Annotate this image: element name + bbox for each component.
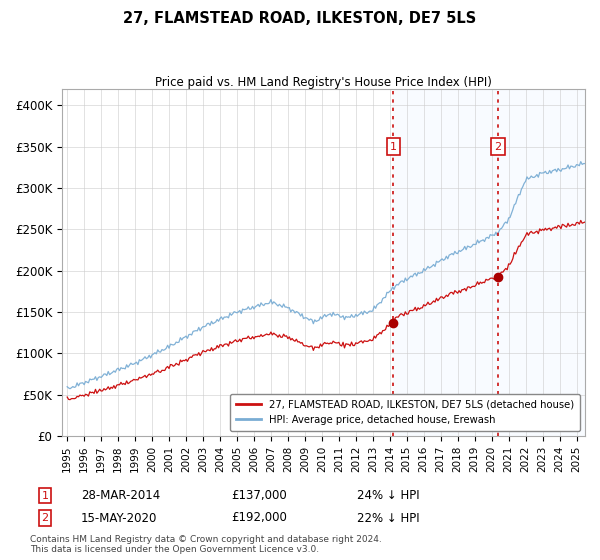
Text: 2: 2 (494, 142, 502, 152)
Text: This data is licensed under the Open Government Licence v3.0.: This data is licensed under the Open Gov… (30, 544, 319, 554)
Legend: 27, FLAMSTEAD ROAD, ILKESTON, DE7 5LS (detached house), HPI: Average price, deta: 27, FLAMSTEAD ROAD, ILKESTON, DE7 5LS (d… (230, 394, 580, 431)
Text: 22% ↓ HPI: 22% ↓ HPI (357, 511, 419, 525)
Title: Price paid vs. HM Land Registry's House Price Index (HPI): Price paid vs. HM Land Registry's House … (155, 76, 492, 89)
Text: 27, FLAMSTEAD ROAD, ILKESTON, DE7 5LS: 27, FLAMSTEAD ROAD, ILKESTON, DE7 5LS (124, 11, 476, 26)
Text: 2: 2 (41, 513, 49, 523)
Text: Contains HM Land Registry data © Crown copyright and database right 2024.: Contains HM Land Registry data © Crown c… (30, 534, 382, 544)
Text: £137,000: £137,000 (231, 489, 287, 502)
Bar (498, 89, 585, 436)
Text: 24% ↓ HPI: 24% ↓ HPI (357, 489, 419, 502)
Text: 1: 1 (41, 491, 49, 501)
Text: 15-MAY-2020: 15-MAY-2020 (81, 511, 157, 525)
Text: 28-MAR-2014: 28-MAR-2014 (81, 489, 160, 502)
Text: £192,000: £192,000 (231, 511, 287, 525)
Text: 1: 1 (390, 142, 397, 152)
Bar (394, 89, 498, 436)
